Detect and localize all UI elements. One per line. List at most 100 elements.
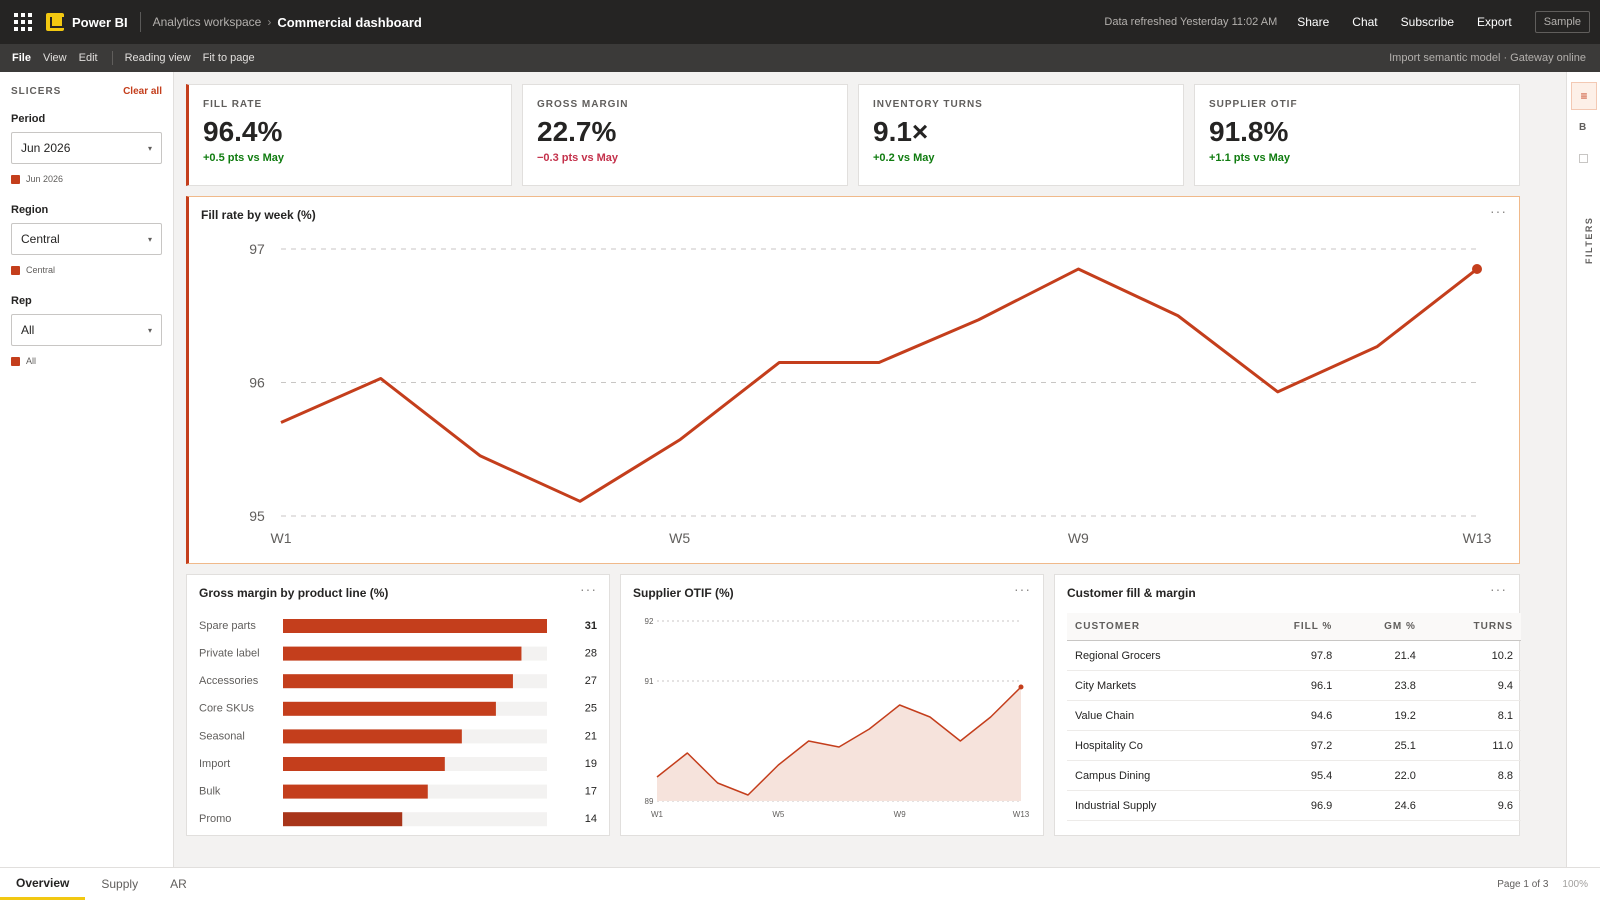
selection-icon[interactable] (1579, 154, 1588, 163)
bar-value-label: 14 (585, 813, 597, 825)
breadcrumb-workspace[interactable]: Analytics workspace (152, 15, 262, 29)
fill-rate-line-chart: 95 96 97 W1 W5 W9 W13 (249, 241, 1491, 546)
chip-label: Central (26, 265, 56, 275)
reading-view-button[interactable]: Reading view (124, 52, 191, 64)
table-header-row: CUSTOMER FILL % GM % TURNS (1067, 613, 1521, 641)
bar (283, 674, 513, 689)
bookmark-icon[interactable]: B (1579, 122, 1587, 133)
fill-rate-chart-card[interactable]: Fill rate by week (%) ··· 95 96 97 W1 W5 W9 W1… (186, 196, 1520, 564)
more-options-icon[interactable]: ··· (580, 581, 597, 597)
sample-button[interactable]: Sample (1534, 11, 1590, 33)
report-title: Commercial dashboard (277, 14, 422, 30)
dropdown-value: Jun 2026 (21, 141, 71, 155)
menu-edit[interactable]: Edit (78, 52, 98, 64)
last-point-marker (1472, 264, 1482, 275)
region-dropdown[interactable]: Central ▾ (11, 223, 162, 255)
kpi-title: SUPPLIER OTIF (1209, 99, 1298, 110)
kpi-value: 22.7% (537, 116, 617, 147)
slicer-region: Region Central ▾ Central (11, 204, 162, 275)
menu-divider (111, 51, 113, 65)
power-bi-logo (46, 13, 64, 31)
supplier-otif-area-chart: 89 91 92 W1 W5 W9 W13 (645, 617, 1030, 819)
kpi-card-inventory-turns[interactable]: INVENTORY TURNS 9.1× +0.2 vs May (858, 84, 1184, 186)
area-fill (657, 687, 1021, 801)
table-cell: 19.2 (1340, 700, 1424, 731)
top-bar: Power BI Analytics workspace › Commercia… (0, 0, 1600, 44)
bar (283, 812, 403, 827)
slicer-rep: Rep All ▾ All (11, 295, 162, 366)
color-swatch (11, 265, 20, 275)
table-row[interactable]: Campus Dining 95.4 22.0 8.8 (1067, 760, 1521, 791)
page-tabs-bar: Overview Supply AR Page 1 of 3 100% (0, 867, 1600, 900)
more-options-icon[interactable]: ··· (1014, 581, 1031, 597)
subscribe-button[interactable]: Subscribe (1400, 15, 1455, 29)
column-header[interactable]: CUSTOMER (1067, 613, 1245, 641)
more-options-icon[interactable]: ··· (1490, 581, 1507, 597)
kpi-card-fill-rate[interactable]: FILL RATE 96.4% +0.5 pts vs May (186, 84, 512, 186)
table-row[interactable]: Value Chain 94.6 19.2 8.1 (1067, 700, 1521, 731)
visualizations-icon[interactable]: ≡ (1571, 82, 1597, 110)
export-button[interactable]: Export (1477, 15, 1512, 29)
tab-overview[interactable]: Overview (0, 868, 86, 900)
bar (283, 784, 428, 799)
period-dropdown[interactable]: Jun 2026 ▾ (11, 132, 162, 164)
bar-value-label: 21 (585, 730, 597, 742)
x-tick-label: W9 (1068, 530, 1089, 546)
slicer-label: Region (11, 204, 49, 216)
customer-table-card[interactable]: Customer fill & margin ··· CUSTOMER FILL … (1054, 574, 1521, 836)
zoom-level[interactable]: 100% (1562, 878, 1588, 890)
fit-to-page-button[interactable]: Fit to page (202, 52, 255, 64)
table-cell: Regional Grocers (1067, 640, 1245, 671)
table-cell: 94.6 (1244, 700, 1341, 731)
table-row[interactable]: Hospitality Co 97.2 25.1 11.0 (1067, 730, 1521, 761)
table-cell: 10.2 (1423, 640, 1521, 671)
column-header[interactable]: GM % (1340, 613, 1424, 641)
model-status: Import semantic model · Gateway online (1389, 52, 1586, 64)
tab-supply[interactable]: Supply (101, 877, 139, 891)
menu-file[interactable]: File (12, 52, 31, 64)
app-name: Power BI (72, 14, 128, 30)
gross-margin-bar-chart: Spare parts 31 Private label 28 Accessories 2… (199, 619, 597, 827)
divider (139, 12, 141, 32)
table-cell: 11.0 (1423, 730, 1521, 761)
table-row[interactable]: Regional Grocers 97.8 21.4 10.2 (1067, 640, 1521, 671)
table-row[interactable]: City Markets 96.1 23.8 9.4 (1067, 670, 1521, 701)
chevron-down-icon: ▾ (147, 143, 152, 153)
bar (283, 619, 547, 633)
bar-category-label: Bulk (199, 786, 221, 798)
chat-button[interactable]: Chat (1352, 15, 1378, 29)
kpi-card-supplier-otif[interactable]: SUPPLIER OTIF 91.8% +1.1 pts vs May (1194, 84, 1520, 186)
table-cell: 25.1 (1340, 730, 1424, 761)
kpi-card-gross-margin[interactable]: GROSS MARGIN 22.7% −0.3 pts vs May (522, 84, 848, 186)
bar-value-label: 28 (585, 648, 597, 660)
supplier-otif-chart-card[interactable]: Supplier OTIF (%) ··· 89 91 92 W1 W5 W9 W13 (620, 574, 1044, 836)
filters-toggle[interactable]: FILTERS (1571, 212, 1597, 272)
page-indicator: Page 1 of 3 (1497, 878, 1549, 890)
table-cell: 9.4 (1423, 670, 1521, 701)
chip-label: All (26, 356, 37, 366)
table-row[interactable]: Industrial Supply 96.9 24.6 9.6 (1067, 790, 1521, 821)
more-options-icon[interactable]: ··· (1490, 203, 1507, 219)
clear-all-button[interactable]: Clear all (123, 86, 162, 97)
x-tick-label: W1 (651, 810, 664, 819)
tab-ar[interactable]: AR (170, 877, 187, 891)
selected-chip: Central (11, 265, 162, 275)
menu-bar: File View Edit Reading view Fit to page … (0, 44, 1600, 72)
bar-category-label: Promo (199, 813, 231, 825)
column-header[interactable]: TURNS (1423, 613, 1521, 641)
y-tick-label: 95 (249, 508, 265, 524)
gross-margin-chart-card[interactable]: Gross margin by product line (%) ··· Spa… (186, 574, 610, 836)
table-cell: Campus Dining (1067, 760, 1245, 791)
chevron-down-icon: ▾ (147, 325, 152, 335)
menu-view[interactable]: View (42, 52, 67, 64)
table-cell: 8.1 (1423, 700, 1521, 731)
bar-value-label: 19 (585, 758, 597, 770)
app-launcher-icon[interactable] (12, 11, 34, 33)
bar-category-label: Private label (199, 648, 260, 660)
table-cell: 96.1 (1244, 670, 1341, 701)
table-title: Customer fill & margin (1067, 586, 1196, 600)
rep-dropdown[interactable]: All ▾ (11, 314, 162, 346)
table-cell: 95.4 (1244, 760, 1341, 791)
share-button[interactable]: Share (1297, 15, 1330, 29)
column-header[interactable]: FILL % (1244, 613, 1341, 641)
